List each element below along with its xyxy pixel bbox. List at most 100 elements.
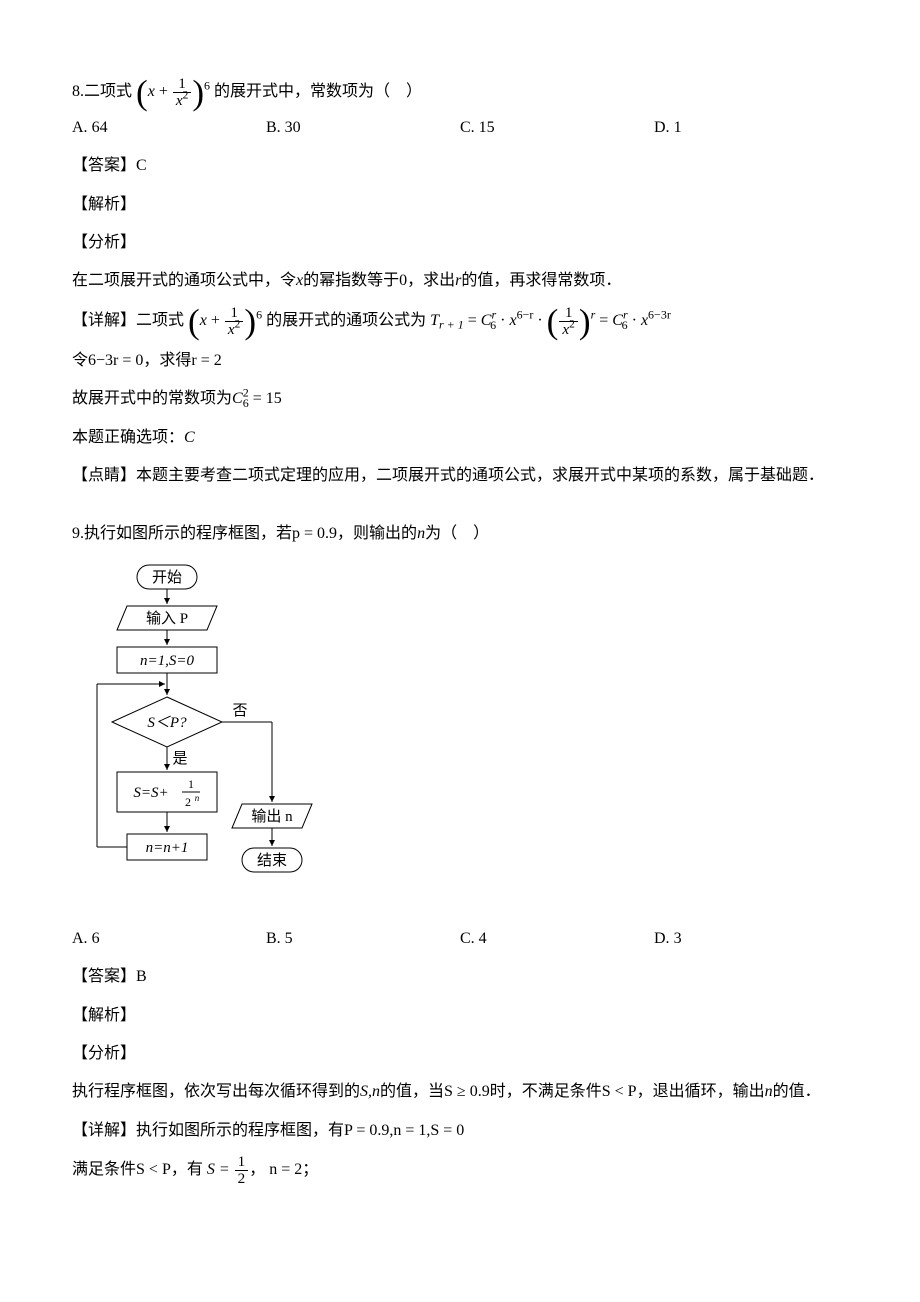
q8-options: A.64 B.30 C.15 D.1 <box>72 113 848 143</box>
text: 的幂指数等于 <box>303 272 399 289</box>
q8-opt-a: A.64 <box>72 113 266 143</box>
q9-number: 9. <box>72 525 84 542</box>
text: 的值，当 <box>380 1083 444 1100</box>
pow: 6−3r <box>648 307 671 321</box>
C: C <box>232 390 243 407</box>
opt-val: 5 <box>285 924 293 954</box>
cond: S ≥ 0.9 <box>444 1083 490 1100</box>
q8-opt-d: D.1 <box>654 113 848 143</box>
x: x <box>200 312 207 329</box>
q9-stem: 9.执行如图所示的程序框图，若p = 0.9，则输出的n为（ ） <box>72 519 848 549</box>
expr: 6−3r = 0 <box>88 352 143 369</box>
val: 15 <box>266 390 282 407</box>
q8-dianjing: 【点睛】本题主要考查二项式定理的应用，二项展开式的通项公式，求展开式中某项的系数… <box>72 461 848 491</box>
opt-label: B. <box>266 924 281 954</box>
opt-val: 4 <box>479 924 487 954</box>
flow-yes-label: 是 <box>172 751 187 767</box>
dot: · <box>628 312 641 329</box>
opt-label: A. <box>72 924 88 954</box>
opt-val: 6 <box>92 924 100 954</box>
q8-answer: 【答案】C <box>72 151 848 181</box>
pow: 2 <box>183 90 189 102</box>
cond: S < P <box>136 1161 171 1178</box>
opt-label: D. <box>654 113 670 143</box>
n: n <box>765 1083 773 1100</box>
frac-num: 1 <box>235 1154 249 1171</box>
x: x <box>509 312 516 329</box>
opt-val: 30 <box>285 113 301 143</box>
opt-label: C. <box>460 113 475 143</box>
flow-inc: n=n+1 <box>146 840 189 856</box>
pow: 2 <box>235 319 241 331</box>
eq: = <box>249 390 266 407</box>
dianjing-body: 本题主要考查二项式定理的应用，二项展开式的通项公式，求展开式中某项的系数，属于基… <box>136 467 824 484</box>
q9-opt-d: D.3 <box>654 924 848 954</box>
paren-close: ) <box>244 302 256 341</box>
text: 的展开式的通项公式为 <box>266 312 426 329</box>
q9-answer: 【答案】B <box>72 962 848 992</box>
opt-label: B. <box>266 113 281 143</box>
opt-val: 15 <box>479 113 495 143</box>
text: 本题正确选项： <box>72 429 184 446</box>
q8-number: 8. <box>72 83 84 100</box>
fraction: 1 x2 <box>173 76 191 109</box>
q9-opt-c: C.4 <box>460 924 654 954</box>
q8-solve-r: 令6−3r = 0，求得r = 2 <box>72 346 848 376</box>
text: ，求出 <box>407 272 455 289</box>
cond: S < P <box>602 1083 637 1100</box>
q9-detail: 【详解】执行如图所示的程序框图，有P = 0.9,n = 1,S = 0 <box>72 1116 848 1146</box>
T: T <box>430 312 439 329</box>
sub: r + 1 <box>439 318 464 332</box>
q9-jiexi: 【解析】 <box>72 1001 848 1031</box>
q9-step1: 满足条件S < P，有 S = 12 ， n = 2； <box>72 1154 848 1187</box>
q8-correct: 本题正确选项：C <box>72 423 848 453</box>
q8-constant: 故展开式中的常数项为C26 = 15 <box>72 384 848 414</box>
flow-cond: S＜P? <box>147 715 187 731</box>
text: 执行如图所示的程序框图，若 <box>84 525 292 542</box>
text: ，有 <box>171 1161 203 1178</box>
flow-no-label: 否 <box>232 703 247 719</box>
dot: · <box>496 312 509 329</box>
flow-frac-num: 1 <box>188 777 194 791</box>
n2: n = 2 <box>269 1161 302 1178</box>
frac-den: x2 <box>559 322 577 338</box>
flow-step-left: S=S+ <box>133 785 168 801</box>
text: 的值，再求得常数项． <box>461 272 621 289</box>
q9-opt-a: A.6 <box>72 924 266 954</box>
eq: = <box>464 312 481 329</box>
detail-label: 【详解】 <box>72 1122 136 1139</box>
q8-stem-a: 二项式 <box>84 83 132 100</box>
q8-fenxi-body: 在二项展开式的通项公式中，令x的幂指数等于0，求出r的值，再求得常数项． <box>72 266 848 296</box>
text: 时，不满足条件 <box>490 1083 602 1100</box>
q9-flowchart: 开始 输入 P n=1,S=0 S＜P? 否 是 S=S+ 1 2 n n=n+… <box>72 560 848 920</box>
answer-label: 【答案】 <box>72 968 136 985</box>
q9-opt-b: B.5 <box>266 924 460 954</box>
flow-frac-den-sup: n <box>195 793 200 803</box>
init-vals: P = 0.9,n = 1,S = 0 <box>344 1122 464 1139</box>
answer-value: B <box>136 968 147 985</box>
q8-binomial-expr: (x + 1 x2 )6 <box>136 76 210 109</box>
expr: r = 2 <box>191 352 221 369</box>
text: 二项式 <box>136 312 184 329</box>
text: 为（ ） <box>425 525 489 542</box>
comma: ， <box>249 1161 265 1178</box>
x: x <box>176 92 183 109</box>
opt-val: 3 <box>674 924 682 954</box>
dianjing-label: 【点睛】 <box>72 467 136 484</box>
S-eq-half: S = 12 <box>207 1154 249 1187</box>
text: ，求得 <box>143 352 191 369</box>
flowchart-svg: 开始 输入 P n=1,S=0 S＜P? 否 是 S=S+ 1 2 n n=n+… <box>72 560 322 920</box>
text: 执行程序框图，依次写出每次循环得到的 <box>72 1083 360 1100</box>
text: 在二项展开式的通项公式中，令 <box>72 272 296 289</box>
opt-val: 1 <box>674 113 682 143</box>
pow: 6−r <box>517 307 534 321</box>
q8-detail: 【详解】二项式 (x + 1 x2 )6 的展开式的通项公式为 Tr + 1 =… <box>72 305 848 338</box>
dot: · <box>533 312 546 329</box>
q8-fenxi: 【分析】 <box>72 228 848 258</box>
flow-output: 输出 n <box>251 808 293 825</box>
text: 执行如图所示的程序框图，有 <box>136 1122 344 1139</box>
flow-start: 开始 <box>152 569 182 586</box>
Sn: S,n <box>360 1083 380 1100</box>
q8-opt-c: C.15 <box>460 113 654 143</box>
flow-input: 输入 P <box>146 610 188 627</box>
